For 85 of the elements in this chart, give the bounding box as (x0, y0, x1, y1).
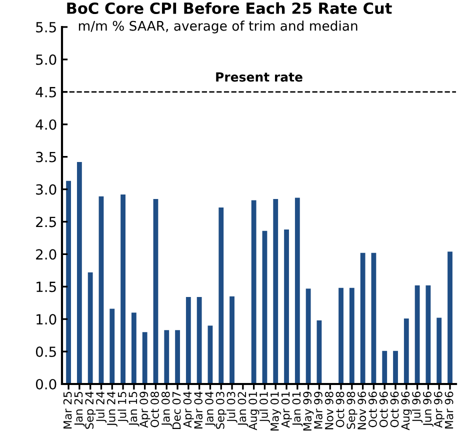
bar (196, 297, 202, 384)
bar (175, 330, 180, 384)
y-tick-label: 4.0 (36, 119, 56, 130)
bar (230, 296, 234, 384)
chart-subtitle: m/m % SAAR, average of trim and median (78, 20, 358, 34)
bar (218, 207, 224, 384)
bar (66, 180, 71, 384)
x-tick-label: Sep 03 (216, 392, 227, 429)
x-tick-label: Jan 15 (128, 392, 140, 426)
x-tick-label: Jan 02 (238, 392, 248, 426)
bar (142, 332, 148, 384)
bar (284, 230, 289, 384)
y-tick-label: 1.0 (36, 314, 56, 325)
bar (436, 318, 442, 384)
x-tick-label: Apr 01 (281, 392, 292, 428)
bar (393, 350, 398, 384)
x-tick-label: Oct 98 (336, 392, 344, 428)
bar (88, 272, 93, 384)
x-tick-label: May 01 (270, 392, 281, 430)
bar (294, 198, 300, 384)
x-tick-label: May 99 (303, 392, 314, 430)
x-tick-label: Apr 09 (140, 392, 150, 428)
bar (164, 330, 170, 384)
bar (448, 252, 452, 384)
x-tick-label: Jan 04 (205, 392, 216, 426)
y-tick-label: 3.5 (36, 152, 56, 162)
chart-title: BoC Core CPI Before Each 25 Rate Cut (67, 2, 392, 14)
x-tick-label: Jan 01 (292, 392, 303, 426)
bar (371, 252, 376, 384)
bar (306, 288, 311, 384)
x-tick-label: Oct 96 (390, 392, 399, 428)
bar (262, 230, 268, 384)
y-tick-label: 0.0 (36, 378, 56, 390)
x-tick-label: Sep 98 (346, 392, 358, 429)
x-tick-label: Jun 96 (423, 392, 434, 427)
x-tick-label: Jul 01 (259, 392, 270, 423)
y-tick-label: 2.5 (36, 216, 56, 228)
bar (349, 288, 354, 384)
x-tick-label: Mar 96 (444, 392, 454, 428)
bar (153, 199, 158, 384)
x-tick-label: Jul 03 (226, 392, 238, 423)
x-tick-label: Oct 96 (379, 392, 388, 428)
x-tick-label: Sep 24 (85, 392, 96, 429)
bar (273, 199, 278, 384)
x-tick-label: Jul 96 (412, 392, 423, 423)
x-tick-label: Nov 98 (324, 392, 334, 430)
y-tick-label: 5.0 (36, 54, 56, 65)
x-tick-label: Jun 24 (106, 392, 118, 427)
x-tick-label: Jul 15 (118, 392, 128, 423)
y-tick-label: 2.0 (36, 249, 56, 260)
bar (98, 196, 104, 384)
x-tick-label: Apr 04 (183, 392, 194, 428)
x-tick-label: Jan 08 (161, 392, 172, 426)
x-tick-label: Nov 96 (358, 392, 366, 430)
y-tick-label: 0.5 (36, 346, 56, 358)
bar (316, 320, 322, 384)
bar (414, 285, 420, 384)
y-tick-label: 4.5 (36, 87, 56, 98)
x-tick-label: Apr 96 (434, 392, 444, 428)
bar (186, 297, 191, 384)
x-tick-label: Aug 01 (248, 392, 260, 430)
bar (360, 252, 366, 384)
bar (110, 308, 115, 384)
x-tick-label: Mar 25 (63, 392, 72, 428)
y-tick-label: 1.5 (36, 282, 56, 292)
x-tick-label: Oct 96 (368, 392, 377, 428)
x-tick-label: Oct 08 (150, 392, 159, 428)
y-tick-label: 3.0 (36, 184, 56, 195)
bar (426, 285, 431, 384)
x-tick-label: Jul 24 (96, 392, 107, 423)
x-tick-label: Mar 99 (314, 392, 322, 428)
bar (131, 312, 136, 384)
y-tick-label: 5.5 (36, 22, 56, 32)
x-tick-label: Aug 96 (401, 392, 412, 430)
x-tick-label: Jan 25 (74, 392, 85, 426)
bar (120, 194, 126, 384)
x-tick-label: Mar 04 (194, 392, 203, 428)
bar (208, 326, 213, 384)
ref-line-label: Present rate (216, 72, 302, 82)
x-tick-label: Dec 07 (172, 392, 181, 430)
bar (251, 200, 256, 384)
bar (338, 288, 344, 384)
bar (404, 318, 409, 384)
bar (76, 162, 82, 384)
bar (382, 350, 388, 384)
